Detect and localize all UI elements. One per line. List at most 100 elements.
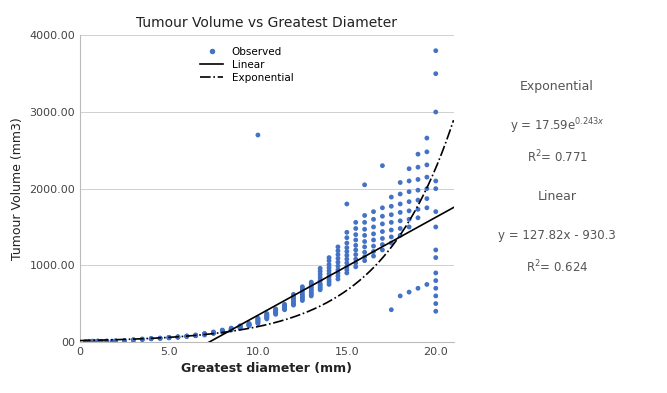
Point	[430, 224, 441, 230]
Point	[422, 185, 432, 192]
Title: Tumour Volume vs Greatest Diameter: Tumour Volume vs Greatest Diameter	[136, 16, 398, 30]
Point	[395, 225, 406, 231]
Point	[386, 203, 397, 209]
Point	[323, 261, 334, 268]
Point	[288, 299, 299, 305]
Point	[386, 194, 397, 200]
Point	[217, 327, 227, 333]
Linear	[450, 205, 458, 210]
Point	[173, 334, 183, 340]
Point	[386, 227, 397, 233]
Point	[422, 162, 432, 168]
Linear	[382, 242, 390, 247]
Point	[96, 338, 107, 344]
Point	[288, 298, 299, 304]
Point	[226, 327, 237, 333]
Point	[350, 219, 361, 226]
Point	[270, 307, 281, 314]
Point	[386, 240, 397, 246]
Point	[279, 302, 290, 308]
Point	[261, 310, 272, 317]
Point	[323, 257, 334, 264]
Point	[253, 320, 263, 326]
Point	[279, 307, 290, 313]
Point	[350, 264, 361, 270]
Point	[315, 282, 325, 288]
Point	[93, 338, 103, 344]
Exponential	[253, 324, 261, 329]
Point	[270, 310, 281, 316]
Exponential	[441, 143, 449, 148]
Point	[333, 248, 344, 254]
Point	[279, 305, 290, 311]
Point	[190, 332, 201, 338]
Point	[199, 332, 210, 338]
Point	[226, 325, 237, 332]
Point	[430, 109, 441, 115]
Point	[128, 337, 139, 343]
Point	[323, 270, 334, 277]
Point	[386, 219, 397, 226]
Point	[323, 277, 334, 283]
Point	[297, 285, 307, 292]
Point	[190, 332, 201, 338]
Point	[306, 293, 317, 299]
Point	[430, 285, 441, 292]
Point	[217, 329, 227, 335]
Point	[199, 331, 210, 338]
Point	[279, 303, 290, 310]
Point	[306, 281, 317, 287]
Point	[173, 334, 183, 340]
X-axis label: Greatest diameter (mm): Greatest diameter (mm)	[181, 362, 352, 375]
Point	[288, 296, 299, 302]
Point	[181, 333, 192, 340]
Point	[306, 285, 317, 292]
Point	[288, 302, 299, 308]
Point	[342, 235, 352, 241]
Point	[333, 276, 344, 282]
Point	[368, 237, 379, 243]
Point	[306, 279, 317, 285]
Point	[288, 293, 299, 299]
Point	[422, 195, 432, 202]
Point	[360, 232, 370, 239]
Point	[422, 149, 432, 155]
Point	[199, 331, 210, 337]
Point	[350, 225, 361, 231]
Point	[315, 286, 325, 293]
Point	[360, 249, 370, 255]
Point	[315, 268, 325, 275]
Point	[288, 294, 299, 301]
Point	[270, 307, 281, 313]
Point	[430, 300, 441, 307]
Point	[360, 226, 370, 232]
Point	[155, 335, 165, 342]
Linear	[298, 288, 306, 293]
Point	[110, 338, 121, 344]
Point	[306, 290, 317, 296]
Point	[368, 253, 379, 259]
Point	[226, 325, 237, 331]
Point	[342, 229, 352, 235]
Point	[386, 211, 397, 218]
Point	[173, 334, 183, 340]
Point	[89, 338, 99, 344]
Point	[253, 315, 263, 321]
Point	[404, 224, 414, 230]
Point	[368, 224, 379, 230]
Point	[404, 189, 414, 195]
Point	[243, 322, 254, 329]
Point	[288, 301, 299, 307]
Point	[297, 291, 307, 298]
Point	[163, 335, 174, 341]
Point	[342, 244, 352, 251]
Point	[377, 235, 388, 242]
Point	[208, 331, 219, 337]
Point	[128, 337, 139, 343]
Exponential	[298, 311, 306, 316]
Exponential	[278, 318, 286, 323]
Point	[323, 279, 334, 285]
Point	[181, 333, 192, 340]
Point	[243, 322, 254, 328]
Point	[360, 244, 370, 250]
